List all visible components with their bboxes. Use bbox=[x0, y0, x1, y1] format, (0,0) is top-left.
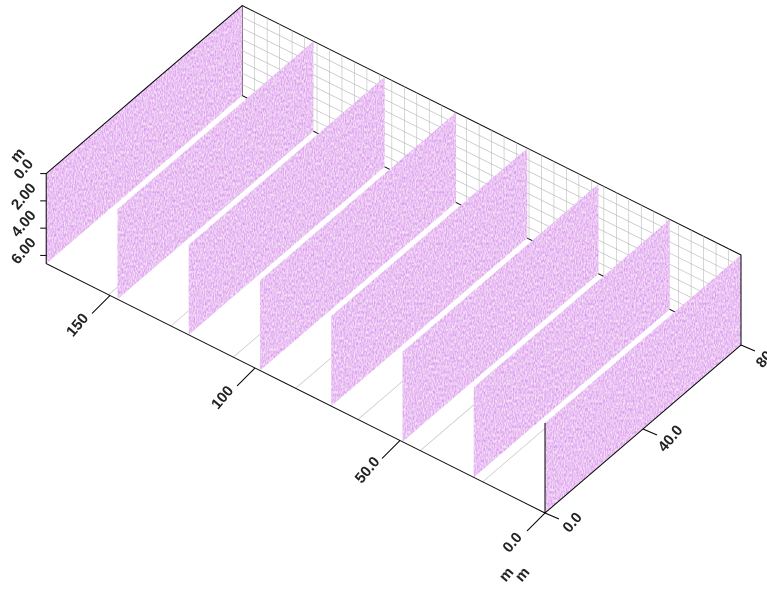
box-edge bbox=[92, 296, 110, 314]
z_axis-tick-label: 6.00 bbox=[8, 234, 40, 267]
z_axis-tick-label: 4.00 bbox=[8, 207, 40, 240]
box-edge bbox=[527, 513, 545, 531]
y_axis-tick-label: 80.0 bbox=[753, 338, 767, 371]
z_axis-tick-label: 2.00 bbox=[8, 180, 40, 213]
y_axis-label: m bbox=[512, 564, 534, 585]
x_axis-tick-label: 100 bbox=[208, 383, 237, 413]
x_axis-tick-label: 0.0 bbox=[499, 529, 525, 556]
chart: 0.050.01001500.040.080.00.02.004.006.00m… bbox=[0, 0, 767, 588]
y_axis-tick-label: 0.0 bbox=[559, 509, 585, 536]
x_axis-tick-label: 150 bbox=[63, 310, 92, 340]
x_axis-tick-label: 50.0 bbox=[352, 454, 384, 487]
box-edge bbox=[237, 368, 255, 386]
box-edge bbox=[643, 429, 657, 435]
box-edge bbox=[382, 441, 400, 459]
y_axis-tick-label: 40.0 bbox=[655, 422, 687, 455]
box-edge bbox=[545, 513, 559, 519]
box-edge bbox=[741, 345, 755, 351]
